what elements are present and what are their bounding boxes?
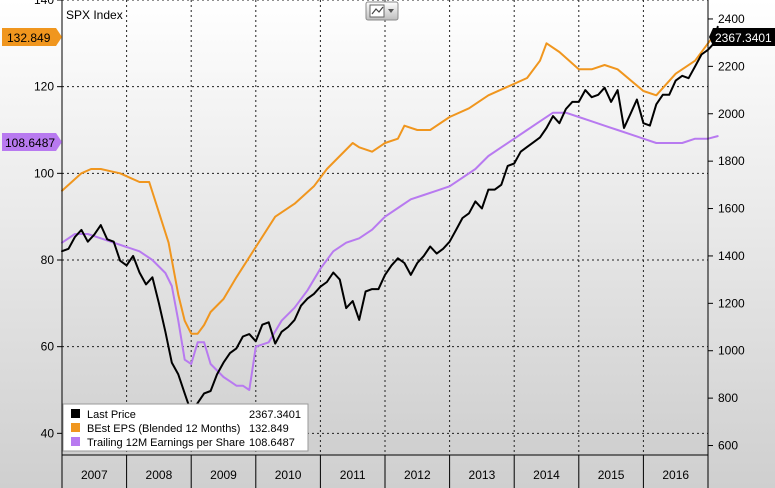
svg-text:108.6487: 108.6487 xyxy=(5,136,55,150)
black-value-tag: 2367.3401 xyxy=(709,28,775,46)
x-tick-label: 2013 xyxy=(469,468,496,482)
x-tick-label: 2011 xyxy=(340,468,366,482)
x-tick-label: 2016 xyxy=(662,468,689,482)
right-axis: 600 800 1000 1200 1400 1600 1800 2000 2200 2400 xyxy=(707,0,745,488)
series-line-best-eps-blended-12-months xyxy=(61,29,719,335)
chevron-down-icon xyxy=(388,9,394,13)
series-line-trailing-12m-earnings-per-share xyxy=(61,111,719,391)
left-tick-label: 120 xyxy=(34,80,54,94)
x-tick-label: 2010 xyxy=(275,468,302,482)
right-tick-label: 2200 xyxy=(718,59,745,73)
x-tick-label: 2007 xyxy=(81,468,108,482)
right-tick-label: 2400 xyxy=(718,12,745,26)
x-axis-bands: 2007 2008 2009 2010 2011 2012 2013 2014 2015 2016 xyxy=(62,454,708,488)
right-tick-label: 800 xyxy=(718,391,738,405)
left-axis: 40 60 80 100 120 140 xyxy=(34,0,63,488)
svg-text:Last Price: Last Price xyxy=(87,409,136,421)
right-tick-label: 1200 xyxy=(718,296,745,310)
svg-text:Trailing 12M Earnings per Shar: Trailing 12M Earnings per Share xyxy=(87,437,245,449)
x-tick-label: 2008 xyxy=(146,468,173,482)
x-tick-label: 2014 xyxy=(533,468,560,482)
right-tick-label: 1800 xyxy=(718,154,745,168)
series-line-last-price xyxy=(61,25,719,414)
chart-type-button[interactable] xyxy=(365,1,399,21)
right-tick-label: 1600 xyxy=(718,202,745,216)
chart-title: SPX Index xyxy=(66,8,123,22)
svg-text:2367.3401: 2367.3401 xyxy=(715,31,772,45)
svg-text:132.849: 132.849 xyxy=(249,423,289,435)
right-tick-label: 2000 xyxy=(718,107,745,121)
svg-text:BEst EPS (Blended 12 Months): BEst EPS (Blended 12 Months) xyxy=(87,423,240,435)
svg-text:132.849: 132.849 xyxy=(7,31,51,45)
line-chart-icon xyxy=(369,4,385,18)
left-tick-label: 40 xyxy=(41,426,55,440)
legend-item-last-price: Last Price 2367.3401 xyxy=(71,409,301,421)
right-tick-label: 1000 xyxy=(718,344,745,358)
legend: Last Price 2367.3401 BEst EPS (Blended 1… xyxy=(62,403,309,452)
left-tick-label: 140 xyxy=(34,0,54,7)
x-tick-label: 2015 xyxy=(598,468,625,482)
purple-value-tag: 108.6487 xyxy=(2,133,62,151)
right-tick-label: 1400 xyxy=(718,249,745,263)
left-tick-label: 60 xyxy=(41,340,55,354)
right-tick-label: 600 xyxy=(718,439,738,453)
left-tick-label: 80 xyxy=(41,253,55,267)
orange-value-tag: 132.849 xyxy=(2,28,62,46)
x-tick-label: 2012 xyxy=(404,468,431,482)
svg-text:108.6487: 108.6487 xyxy=(249,437,295,449)
left-tick-label: 100 xyxy=(34,166,54,180)
legend-item-trailing-eps: Trailing 12M Earnings per Share 108.6487 xyxy=(71,437,295,449)
x-tick-label: 2009 xyxy=(210,468,237,482)
svg-text:2367.3401: 2367.3401 xyxy=(249,409,301,421)
series-layer xyxy=(61,25,719,414)
legend-item-best-eps: BEst EPS (Blended 12 Months) 132.849 xyxy=(71,423,289,435)
grid xyxy=(62,0,708,455)
